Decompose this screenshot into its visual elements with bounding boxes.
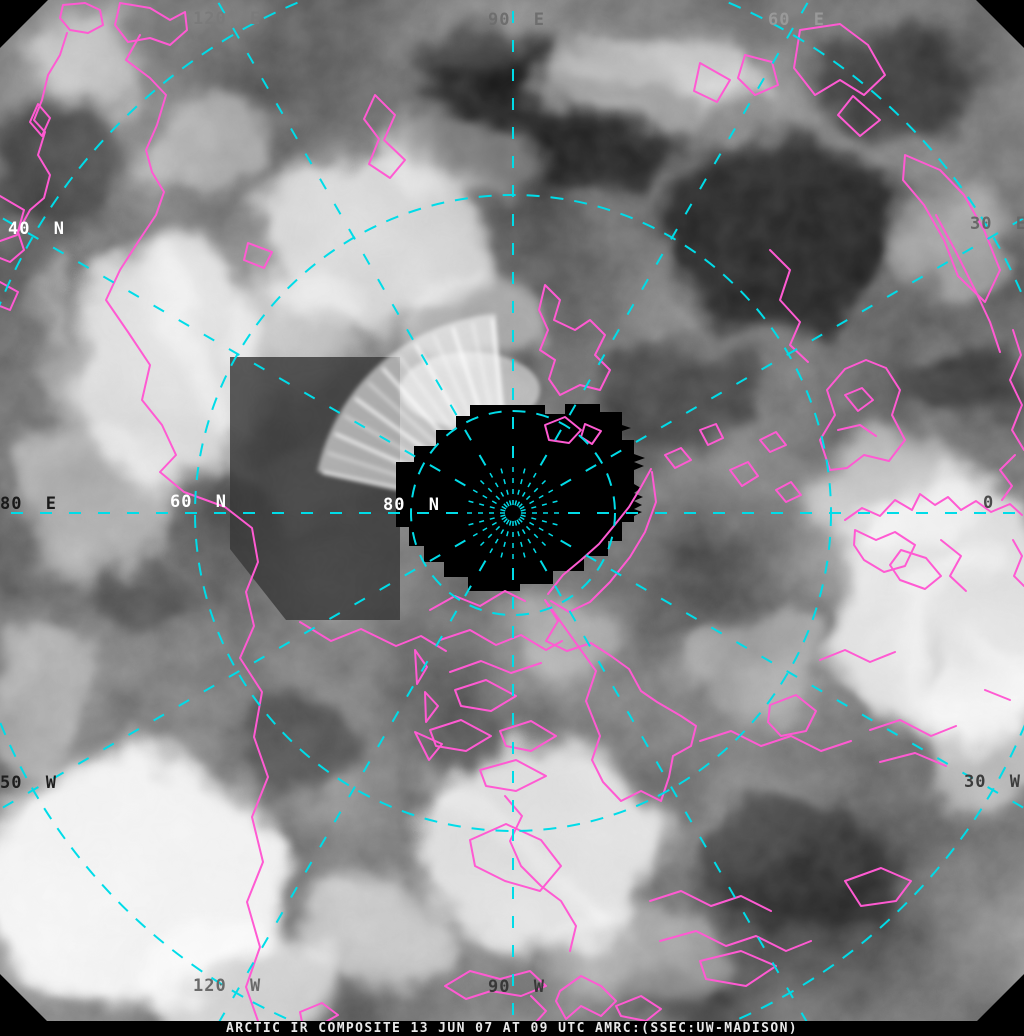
grid-label-0: 0 bbox=[983, 493, 995, 513]
meridian-line bbox=[462, 498, 506, 512]
meridian-line bbox=[486, 519, 510, 559]
meridian-line bbox=[518, 518, 551, 551]
grid-label-90-w: 90 W bbox=[488, 977, 545, 997]
meridian-line bbox=[475, 475, 508, 508]
grid-label-120-e: 120 E bbox=[193, 9, 262, 29]
grid-label-30-e: 30 E bbox=[970, 214, 1024, 234]
meridian-line bbox=[514, 462, 528, 506]
meridian-line bbox=[518, 475, 551, 508]
grid-label-120-w: 120 W bbox=[193, 976, 262, 996]
grid-label-30-w: 30 W bbox=[964, 772, 1021, 792]
grid-label-80-n: 80 N bbox=[383, 495, 440, 515]
meridian-line bbox=[516, 519, 540, 559]
latitude-circle-80-n bbox=[410, 410, 616, 616]
grid-label-60-e: 60 E bbox=[768, 10, 825, 30]
meridian-line bbox=[516, 467, 540, 507]
meridian-line bbox=[514, 520, 528, 564]
meridian-line bbox=[467, 486, 507, 510]
grid-label-50-w: 50 W bbox=[0, 773, 57, 793]
grid-label-90-e: 90 E bbox=[488, 10, 545, 30]
grid-label-40-n: 40 N bbox=[8, 219, 65, 239]
meridian-line bbox=[498, 520, 512, 564]
meridian-line bbox=[519, 486, 559, 510]
grid-label-80-e: 80 E bbox=[0, 494, 57, 514]
caption-bar: ARCTIC IR COMPOSITE 13 JUN 07 AT 09 UTC … bbox=[0, 1021, 1024, 1036]
meridian-line bbox=[498, 462, 512, 506]
meridian-line bbox=[467, 516, 507, 540]
caption-text: ARCTIC IR COMPOSITE 13 JUN 07 AT 09 UTC … bbox=[225, 1021, 799, 1036]
grid-label-60-n: 60 N bbox=[170, 492, 227, 512]
meridian-line bbox=[520, 498, 564, 512]
meridian-line bbox=[475, 518, 508, 551]
meridian-line bbox=[486, 467, 510, 507]
meridian-line bbox=[519, 516, 559, 540]
meridian-line bbox=[462, 514, 506, 528]
meridian-line bbox=[520, 514, 564, 528]
